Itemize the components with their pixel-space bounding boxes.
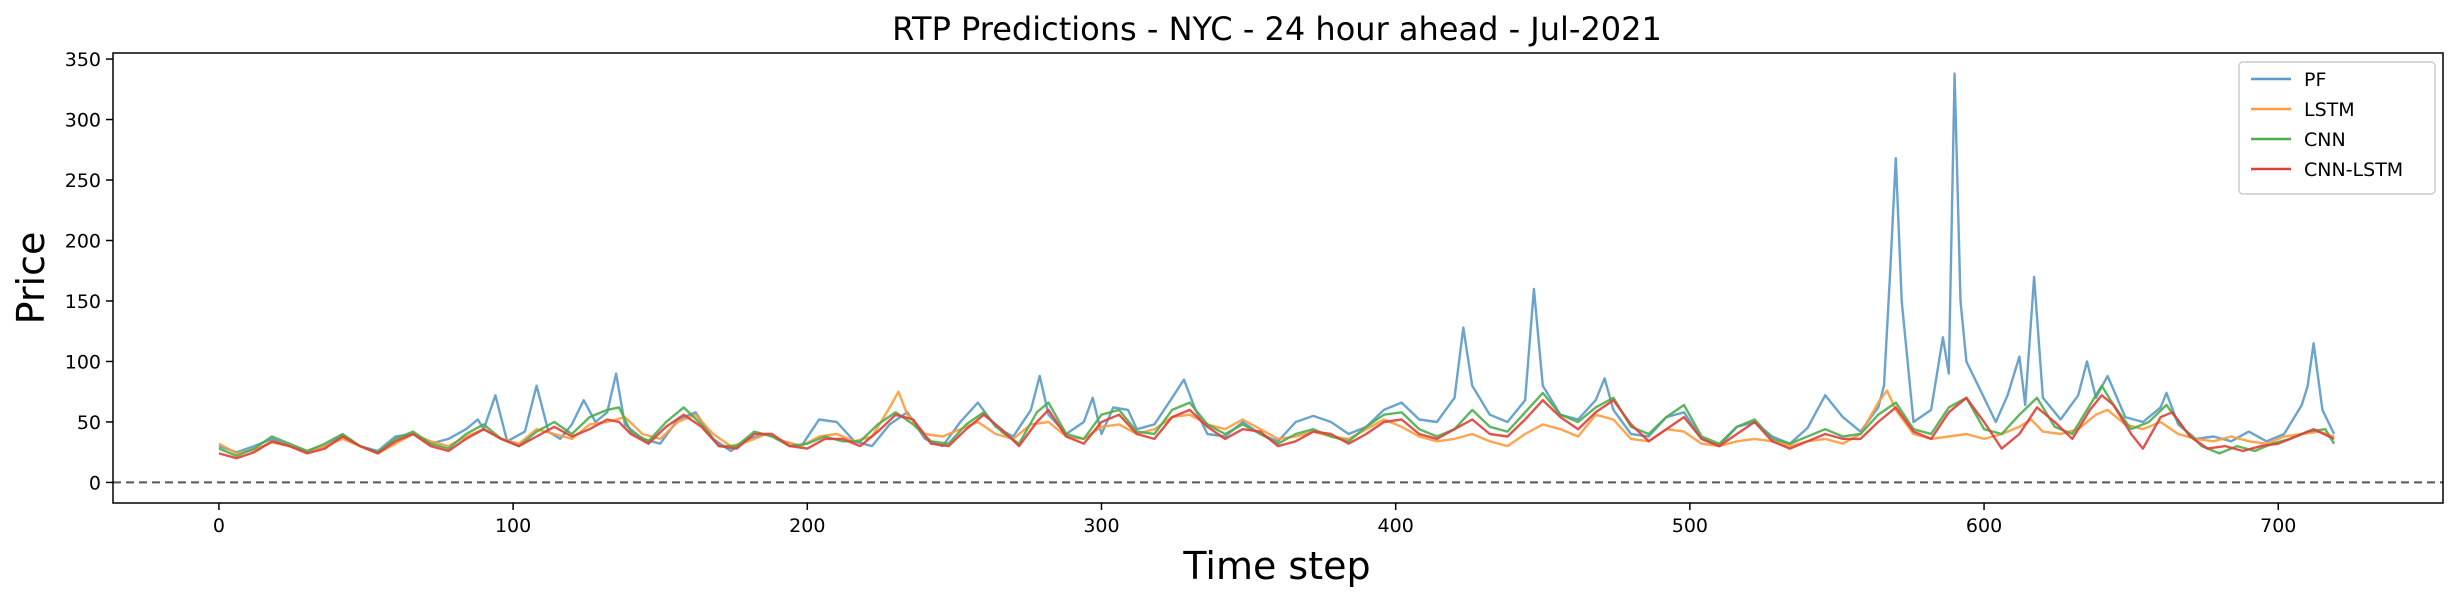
y-tick-label: 300	[65, 110, 101, 132]
series-lines	[218, 72, 2336, 460]
y-tick-label: 350	[65, 49, 101, 71]
y-tick-label: 50	[77, 412, 101, 434]
y-tick-label: 0	[89, 472, 101, 494]
legend-label: PF	[2304, 69, 2326, 91]
series-line-cnn	[218, 384, 2336, 457]
x-tick-label: 400	[1378, 515, 1414, 537]
x-axis-title: Time step	[1182, 544, 1370, 588]
legend-label: CNN	[2304, 129, 2346, 151]
x-tick-label: 300	[1083, 515, 1119, 537]
x-tick-label: 600	[1966, 515, 2002, 537]
plot-area	[112, 52, 2444, 504]
x-tick-label: 200	[789, 515, 825, 537]
legend: PF LSTM CNN CNN-LSTM	[2238, 61, 2436, 195]
legend-frame	[2238, 61, 2436, 195]
plot-frame	[112, 52, 2444, 504]
series-line-pf	[218, 72, 2336, 454]
y-tick-label: 150	[65, 291, 101, 313]
chart-title: RTP Predictions - NYC - 24 hour ahead - …	[892, 10, 1662, 48]
x-axis: 0 100 200 300 400 500 600 700	[213, 503, 2296, 537]
x-tick-label: 500	[1672, 515, 1708, 537]
y-tick-label: 100	[65, 351, 101, 373]
legend-label: CNN-LSTM	[2304, 159, 2403, 181]
series-line-cnn-lstm	[218, 394, 2335, 460]
y-tick-label: 200	[65, 231, 101, 253]
y-axis: 0 50 100 150 200 250 300 350	[65, 49, 113, 494]
x-tick-label: 700	[2260, 515, 2296, 537]
legend-label: LSTM	[2304, 99, 2355, 121]
y-axis-title: Price	[9, 232, 53, 325]
x-tick-label: 100	[495, 515, 531, 537]
x-tick-label: 0	[213, 515, 225, 537]
y-tick-label: 250	[65, 170, 101, 192]
